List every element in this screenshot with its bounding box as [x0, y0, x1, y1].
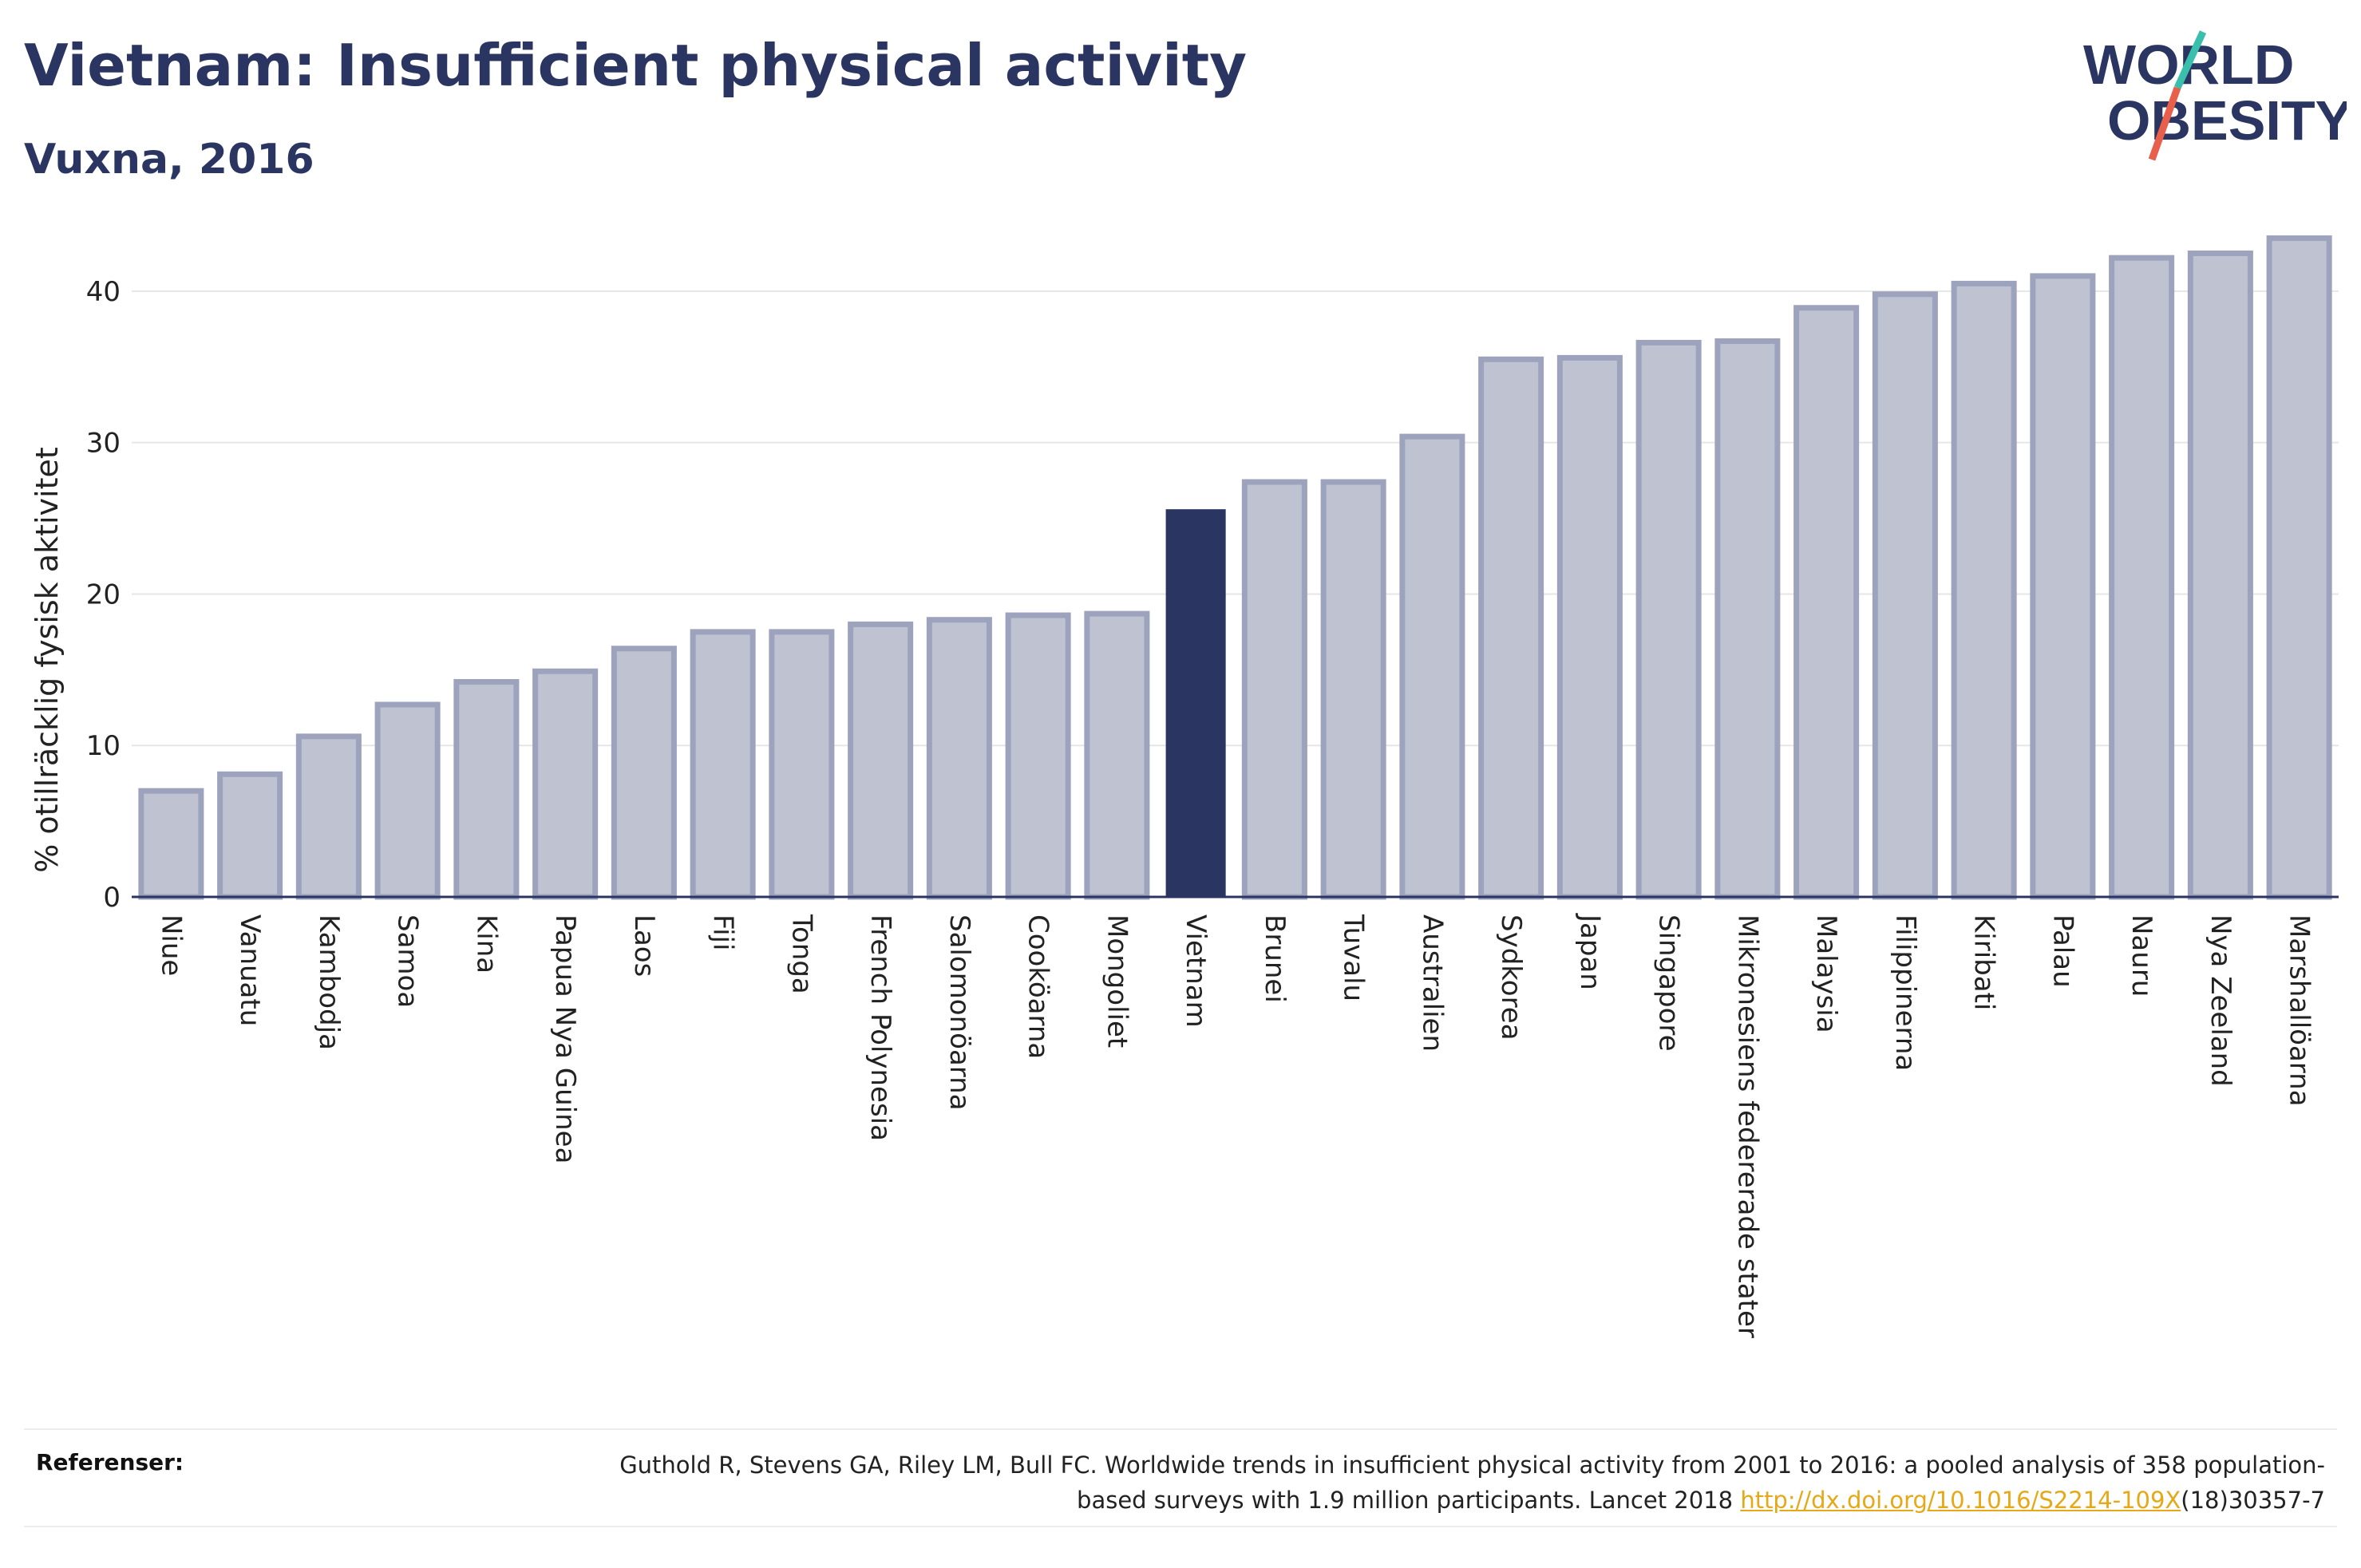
logo-slash-red — [2148, 86, 2181, 161]
x-category-label: Mongoliet — [1101, 914, 1133, 1048]
bar[interactable] — [295, 733, 362, 900]
bar[interactable] — [1165, 509, 1226, 897]
bar[interactable] — [374, 701, 441, 900]
bar-chart: 0 10 20 30 40 Niue Vanuatu Kambodja Samoa Kina Pa… — [30, 235, 2339, 1338]
bar[interactable] — [848, 621, 914, 900]
bar[interactable] — [2187, 250, 2253, 900]
bar[interactable] — [532, 668, 599, 900]
x-category-label: Cooköarna — [1022, 914, 1054, 1059]
x-category-label: Niue — [155, 914, 187, 976]
references-bottom-rule — [24, 1526, 2337, 1527]
x-category-label: Nya Zeeland — [2205, 914, 2236, 1087]
references-label: Referenser: — [36, 1449, 184, 1475]
reference-suffix: (18)30357-7 — [2181, 1487, 2325, 1514]
x-category-label: Kina — [470, 914, 502, 974]
x-category-label: Palau — [2047, 914, 2078, 988]
y-tick-label: 20 — [86, 579, 121, 610]
x-category-label: Salomonöarna — [943, 914, 975, 1111]
x-category-label: Filippinerna — [1889, 914, 1921, 1071]
bar[interactable] — [1951, 280, 2017, 900]
y-tick-label: 30 — [86, 428, 121, 460]
bar[interactable] — [453, 679, 520, 900]
x-category-labels: Niue Vanuatu Kambodja Samoa Kina Papua Nya Gu… — [155, 913, 2315, 1338]
logo-slash-teal — [2173, 30, 2207, 89]
bar[interactable] — [690, 629, 756, 900]
world-obesity-logo: WORLD OBESITY — [2083, 30, 2347, 161]
bar[interactable] — [1556, 354, 1623, 900]
x-category-label: Nauru — [2126, 914, 2157, 997]
x-category-label: Vanuatu — [234, 914, 266, 1026]
bar[interactable] — [1005, 612, 1071, 900]
x-category-label: Tonga — [785, 914, 817, 994]
x-category-label: Marshallöarna — [2284, 914, 2316, 1107]
x-category-label: Laos — [628, 914, 660, 977]
y-tick-label: 40 — [86, 276, 121, 308]
bar[interactable] — [1320, 479, 1386, 900]
reference-citation: Guthold R, Stevens GA, Riley LM, Bull FC… — [619, 1451, 2325, 1514]
bar[interactable] — [1635, 339, 1702, 900]
x-category-label: French Polynesia — [864, 914, 896, 1141]
x-category-label: Japan — [1574, 913, 1606, 990]
x-category-label: Vietnam — [1180, 914, 1212, 1028]
x-category-label: Fiji — [707, 914, 739, 950]
bar[interactable] — [1793, 305, 1860, 900]
y-tick-label: 0 — [103, 882, 121, 914]
y-tick-labels: 0 10 20 30 40 — [86, 276, 121, 914]
x-category-label: Malaysia — [1810, 914, 1842, 1033]
x-category-label: Kambodja — [313, 914, 345, 1050]
reference-link[interactable]: http://dx.doi.org/10.1016/S2214-109X — [1740, 1487, 2181, 1514]
bar[interactable] — [2030, 273, 2096, 900]
bar[interactable] — [1241, 479, 1307, 900]
bar[interactable] — [1399, 433, 1465, 900]
x-category-label: Samoa — [392, 914, 424, 1008]
x-category-label: Kiribati — [1968, 914, 2000, 1010]
bar[interactable] — [611, 646, 677, 900]
bar[interactable] — [2109, 255, 2175, 900]
x-category-label: Sydkorea — [1495, 914, 1527, 1041]
x-category-label: Papua Nya Guinea — [549, 914, 581, 1163]
y-axis-label: % otillräcklig fysisk aktivitet — [30, 447, 65, 873]
x-category-label: Australien — [1416, 914, 1448, 1052]
bar[interactable] — [1478, 356, 1544, 900]
page-subtitle: Vuxna, 2016 — [24, 136, 314, 184]
x-category-label: Singapore — [1653, 914, 1685, 1052]
bar[interactable] — [1872, 291, 1938, 900]
x-category-label: Brunei — [1259, 914, 1291, 1003]
bar[interactable] — [1084, 610, 1150, 900]
references-text: Guthold R, Stevens GA, Riley LM, Bull FC… — [569, 1448, 2325, 1518]
y-tick-label: 10 — [86, 730, 121, 762]
bar[interactable] — [217, 771, 283, 900]
logo-line-2: OBESITY — [2107, 89, 2347, 152]
bar[interactable] — [138, 788, 204, 900]
references-top-rule — [24, 1428, 2337, 1430]
bar[interactable] — [1714, 338, 1781, 900]
bar[interactable] — [926, 617, 992, 900]
page-title: Vietnam: Insufficient physical activity — [24, 32, 1248, 99]
bar[interactable] — [2266, 235, 2332, 900]
bars — [138, 235, 2332, 900]
x-category-label: Mikronesiens federerade stater — [1731, 914, 1763, 1338]
x-category-label: Tuvalu — [1338, 914, 1370, 1001]
bar[interactable] — [769, 629, 835, 900]
